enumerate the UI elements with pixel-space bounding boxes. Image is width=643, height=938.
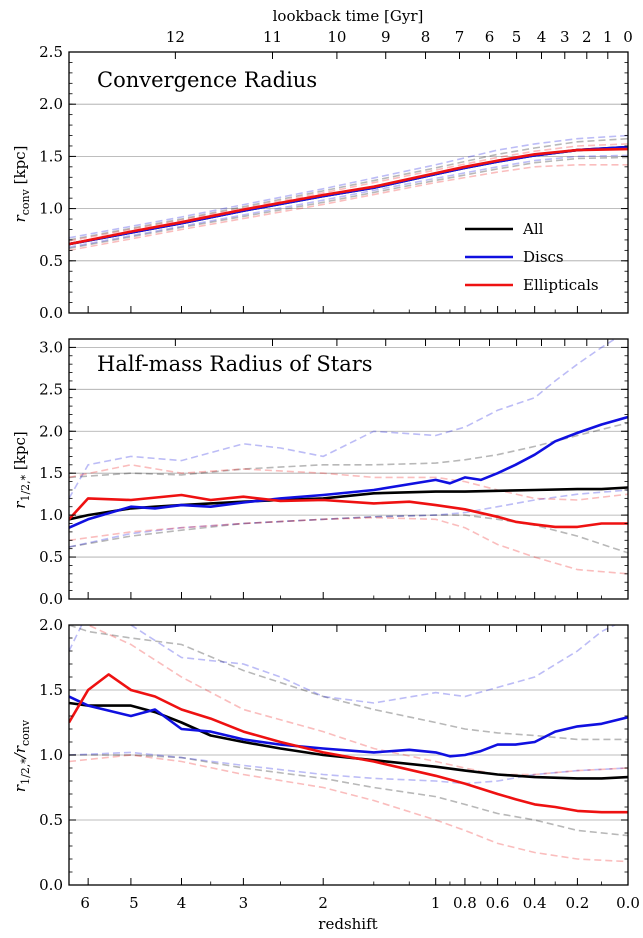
scatter-line-ellipticals-p1 — [69, 143, 628, 242]
scatter-line-all-p3 — [69, 625, 628, 741]
top-tick-label: 3 — [560, 28, 570, 46]
median-line-discs-p1 — [69, 145, 628, 246]
scatter-line-ellipticals-p2 — [69, 516, 628, 575]
x-tick-label: 0.6 — [486, 894, 510, 912]
median-line-all-p3 — [69, 701, 628, 780]
axes-layer: 0.0 0.5 1.0 1.5 2.0 2.5 0.0 0.5 1.0 1.5 2.0 2.5 3.0 0… — [39, 28, 640, 912]
median-line-ellipticals-p2 — [69, 493, 628, 529]
top-tick-label: 11 — [263, 28, 282, 46]
scatter-line-all-p2 — [69, 514, 628, 554]
legend: All Discs Ellipticals — [465, 220, 599, 294]
y-tick-label-p3: 1.5 — [39, 681, 63, 699]
top-axis-title: lookback time [Gyr] — [273, 7, 424, 25]
legend-label-ellipticals: Ellipticals — [523, 276, 599, 294]
median-line-discs-p3 — [69, 695, 628, 758]
top-tick-label: 2 — [582, 28, 592, 46]
top-tick-label: 5 — [512, 28, 522, 46]
scatter-line-ellipticals-p2 — [69, 463, 628, 501]
top-tick-label: 10 — [327, 28, 346, 46]
y-tick-label-p1: 0.0 — [39, 304, 63, 322]
legend-label-all: All — [522, 220, 544, 238]
x-tick-label: 0.8 — [453, 894, 477, 912]
x-tick-label: 0.4 — [523, 894, 547, 912]
x-axis-title: redshift — [318, 915, 377, 933]
top-tick-label: 6 — [485, 28, 495, 46]
y-tick-label-p2: 2.5 — [39, 380, 63, 398]
y-tick-label-p2: 0.0 — [39, 590, 63, 608]
lines-layer — [69, 134, 628, 863]
y-tick-label-p2: 1.0 — [39, 506, 63, 524]
panel-1-title: Convergence Radius — [97, 68, 317, 92]
top-tick-label: 7 — [455, 28, 465, 46]
top-tick-label: 0 — [623, 28, 633, 46]
y-tick-label-p3: 0.5 — [39, 811, 63, 829]
x-tick-label: 0.2 — [565, 894, 589, 912]
x-tick-label: 1 — [431, 894, 441, 912]
panel-3-ylabel: r1/2,*/rconv — [11, 719, 32, 792]
scatter-line-discs-p1 — [69, 134, 628, 239]
panel-2-title: Half-mass Radius of Stars — [97, 352, 373, 376]
legend-label-discs: Discs — [523, 248, 564, 266]
scatter-line-discs-p3 — [69, 625, 617, 704]
grid-layer — [69, 103, 628, 821]
y-tick-label-p3: 1.0 — [39, 746, 63, 764]
y-tick-label-p2: 0.5 — [39, 548, 63, 566]
x-tick-label: 6 — [80, 894, 90, 912]
scatter-line-ellipticals-p3 — [69, 754, 628, 863]
y-tick-label-p1: 2.0 — [39, 95, 63, 113]
top-tick-label: 8 — [421, 28, 431, 46]
y-tick-label-p1: 0.5 — [39, 252, 63, 270]
x-tick-label: 2 — [318, 894, 328, 912]
y-tick-label-p1: 1.0 — [39, 200, 63, 218]
x-tick-label: 5 — [129, 894, 139, 912]
x-tick-label: 4 — [177, 894, 187, 912]
median-line-discs-p2 — [69, 415, 628, 529]
scatter-line-discs-p2 — [69, 339, 617, 499]
panel-frame-3 — [68, 624, 629, 886]
scatter-line-discs-p3 — [69, 751, 628, 785]
top-tick-label: 9 — [381, 28, 391, 46]
scatter-line-all-p2 — [69, 422, 628, 479]
panel-frame-2 — [68, 338, 629, 600]
panel-frame-1 — [68, 51, 629, 314]
panel-1-ylabel: rconv [kpc] — [11, 146, 32, 223]
scatter-line-ellipticals-p3 — [85, 625, 628, 776]
y-tick-label-p3: 2.0 — [39, 616, 63, 634]
top-tick-label: 4 — [537, 28, 547, 46]
y-tick-label-p3: 0.0 — [39, 876, 63, 894]
median-line-ellipticals-p3 — [69, 673, 628, 814]
y-tick-label-p2: 2.0 — [39, 422, 63, 440]
top-tick-label: 12 — [166, 28, 185, 46]
y-tick-label-p2: 1.5 — [39, 464, 63, 482]
panel-2-ylabel: r1/2,* [kpc] — [11, 431, 32, 508]
x-tick-label: 0.0 — [616, 894, 640, 912]
y-tick-label-p1: 1.5 — [39, 147, 63, 165]
scatter-line-discs-p2 — [69, 489, 628, 548]
y-tick-label-p1: 2.5 — [39, 43, 63, 61]
scatter-line-discs-p1 — [69, 154, 628, 248]
top-tick-label: 1 — [603, 28, 613, 46]
y-tick-label-p2: 3.0 — [39, 338, 63, 356]
scatter-line-all-p1 — [69, 137, 628, 241]
scatter-line-ellipticals-p1 — [69, 164, 628, 252]
scatter-line-all-p1 — [69, 156, 628, 250]
x-tick-label: 3 — [239, 894, 249, 912]
scatter-line-all-p3 — [69, 754, 628, 837]
median-line-ellipticals-p1 — [69, 147, 628, 246]
